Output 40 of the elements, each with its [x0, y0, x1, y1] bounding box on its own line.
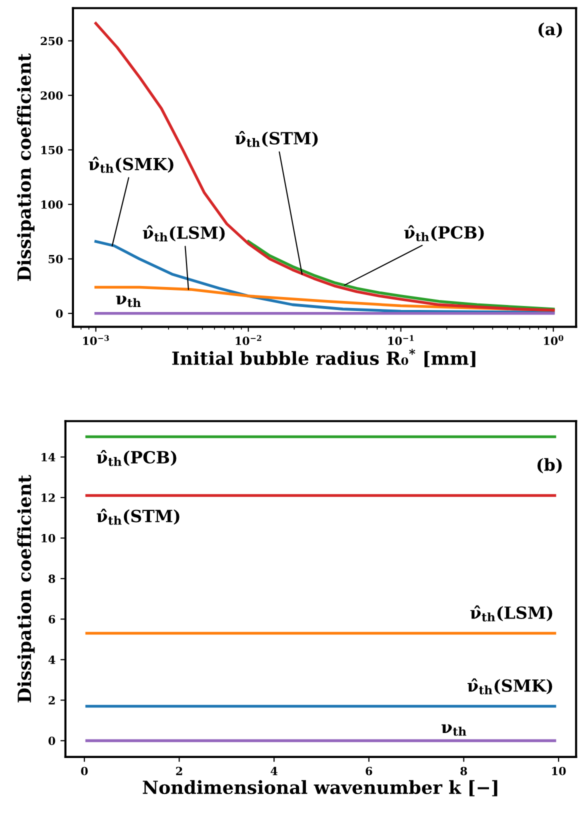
y-tick-label: 6 [48, 615, 56, 624]
y-tick-label: 4 [48, 656, 56, 664]
x-tick-label: 10$^{−3}$ [83, 335, 109, 346]
y-tick-label: 0 [48, 736, 56, 746]
y-tick-label: 2 [48, 696, 55, 704]
annotation: ν̂$_{th}$(LSM) [142, 225, 225, 242]
y-tick-label: 100 [41, 200, 63, 209]
annotation: ν$_{th}$ [116, 296, 141, 308]
x-tick-label: 10$^{0}$ [544, 335, 564, 346]
annotation: ν̂$_{th}$(SMK) [468, 678, 552, 694]
x-tick-label: 10$^{−1}$ [388, 335, 414, 346]
y-tick-label: 10 [42, 534, 56, 542]
annotation: ν̂$_{th}$(SMK) [88, 156, 174, 173]
y-tick-label: 50 [48, 254, 63, 264]
x-tick-label: 8 [460, 766, 467, 776]
x-tick-label: 2 [176, 766, 182, 776]
annotation: ν̂$_{th}$(LSM) [470, 605, 552, 622]
y-tick-label: 200 [40, 91, 63, 100]
y-tick-label: 0 [56, 309, 63, 318]
y-tick-label: 14 [42, 452, 56, 462]
annotation: ν̂$_{th}$(PCB) [96, 450, 176, 466]
x-tick-label: 10$^{−2}$ [236, 335, 262, 346]
x-axis-title: Initial bubble radius R₀$^{*}$ [mm] [172, 348, 476, 368]
x-axis-title: Nondimensional wavenumber k [−] [142, 780, 498, 796]
x-tick-label: 6 [366, 766, 372, 776]
y-tick-label: 8 [48, 574, 56, 583]
x-tick-label: 4 [270, 766, 278, 776]
annotation: ν̂$_{th}$(PCB) [404, 225, 484, 242]
x-tick-label: 10 [552, 766, 566, 776]
annotation: (b) [537, 458, 562, 474]
x-tick-label: 0 [81, 766, 88, 776]
annotation: (a) [538, 22, 562, 38]
y-tick-label: 12 [42, 494, 55, 502]
y-axis-title: Dissipation coefficient [17, 53, 34, 281]
annotation: ν̂$_{th}$(STM) [235, 130, 318, 148]
annotation: ν̂$_{th}$(STM) [96, 508, 180, 525]
y-tick-label: 250 [40, 36, 63, 46]
y-tick-label: 150 [41, 146, 63, 154]
annotation: ν$_{th}$ [442, 724, 466, 736]
y-axis-title: Dissipation coefficient [17, 474, 35, 702]
